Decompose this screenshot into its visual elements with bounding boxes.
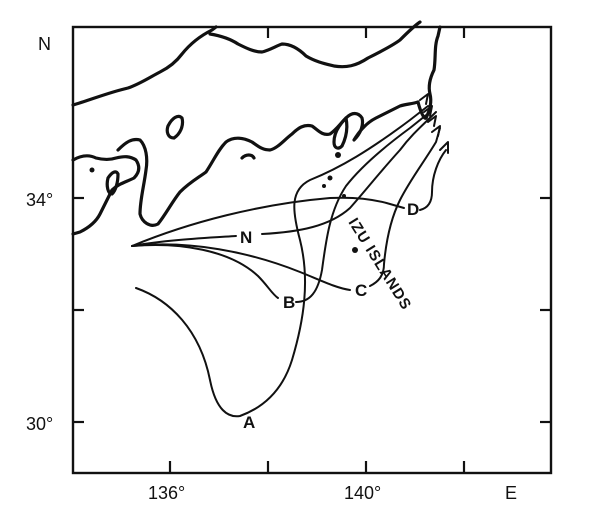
honshu-coastline — [71, 20, 422, 107]
lat-34-label: 34° — [26, 190, 53, 210]
arrow-head — [423, 105, 433, 117]
east-label: E — [505, 483, 517, 503]
izu-island — [89, 167, 95, 173]
label-n: N — [240, 228, 252, 247]
path-c — [131, 127, 441, 291]
lon-140-label: 140° — [344, 483, 381, 503]
north-label: N — [38, 34, 51, 54]
label-b: B — [283, 293, 295, 312]
kii-coastline — [116, 100, 420, 227]
izu-peninsula — [332, 116, 349, 150]
map-frame — [71, 25, 553, 475]
izu-island — [352, 247, 358, 253]
label-d: D — [407, 200, 419, 219]
lake-biwa — [165, 114, 185, 140]
lat-30-label: 30° — [26, 414, 53, 434]
coast-inlet — [240, 153, 256, 160]
east-coastline — [424, 25, 442, 120]
boso-peninsula — [416, 100, 428, 120]
arrow-head — [431, 125, 441, 137]
izu-island — [327, 175, 333, 181]
izu-island — [335, 152, 341, 158]
label-c: C — [355, 281, 367, 300]
path-a — [135, 105, 429, 418]
awaji-island — [105, 170, 120, 196]
arrow-head — [439, 141, 449, 154]
lon-136-label: 136° — [148, 483, 185, 503]
label-a: A — [243, 413, 255, 432]
shikoku-coastline — [71, 154, 141, 236]
path-d — [131, 149, 447, 247]
path-n — [131, 111, 437, 247]
arrow-head — [427, 115, 437, 127]
izu-island — [322, 184, 326, 188]
arrow-head — [419, 93, 429, 105]
